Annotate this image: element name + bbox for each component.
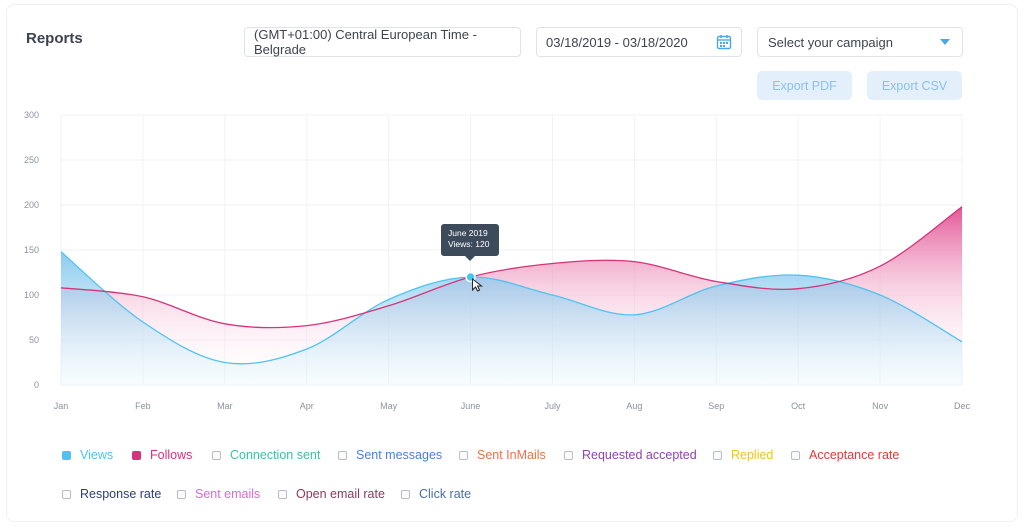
legend-item-response-rate[interactable]: Response rate: [62, 487, 161, 501]
chart-tooltip: June 2019 Views: 120: [441, 224, 499, 261]
x-tick-label: June: [461, 401, 481, 411]
x-tick-label: Feb: [135, 401, 151, 411]
x-tick-label: Nov: [872, 401, 889, 411]
x-tick-label: Sep: [708, 401, 724, 411]
legend-label: Connection sent: [230, 448, 321, 462]
legend-checkbox[interactable]: [338, 450, 347, 460]
hover-marker: [465, 271, 484, 292]
legend-label: Sent emails: [195, 487, 261, 501]
calendar-icon[interactable]: [716, 34, 732, 50]
y-tick-label: 200: [24, 200, 39, 210]
legend-checkbox[interactable]: [212, 450, 221, 460]
y-tick-label: 50: [29, 335, 39, 345]
legend-item-views[interactable]: Views: [62, 448, 113, 462]
cursor-icon: [472, 277, 484, 292]
chevron-down-icon: [940, 39, 950, 45]
legend-label: Click rate: [419, 487, 472, 501]
line-follows: [60, 206, 963, 329]
legend-label: Follows: [150, 448, 193, 462]
x-tick-label: May: [380, 401, 398, 411]
y-tick-label: 150: [24, 245, 39, 255]
date-range-value: 03/18/2019 - 03/18/2020: [546, 34, 688, 50]
x-tick-label: Mar: [217, 401, 233, 411]
legend-checkbox[interactable]: [401, 489, 410, 499]
legend-label: Response rate: [80, 487, 162, 501]
timezone-select[interactable]: (GMT+01:00) Central European Time - Belg…: [244, 27, 521, 57]
legend-label: Sent messages: [356, 448, 443, 462]
x-tick-label: Oct: [791, 401, 806, 411]
x-tick-label: Dec: [954, 401, 971, 411]
y-tick-label: 100: [24, 290, 39, 300]
legend-label: Replied: [731, 448, 774, 462]
campaign-placeholder: Select your campaign: [768, 34, 894, 50]
legend-label: Sent InMails: [477, 448, 546, 462]
legend-item-connection-sent[interactable]: Connection sent: [212, 448, 320, 462]
x-axis-labels: Jan Feb Mar Apr May June July Aug Sep Oct Nov Dec: [54, 401, 971, 411]
legend-item-click-rate[interactable]: Click rate: [401, 487, 471, 501]
legend-label: Views: [80, 448, 114, 462]
legend-checkbox[interactable]: [791, 450, 800, 460]
legend-checkbox[interactable]: [459, 450, 468, 460]
legend-item-acceptance-rate[interactable]: Acceptance rate: [791, 448, 899, 462]
legend-checkbox[interactable]: [177, 489, 186, 499]
legend-item-sent-emails[interactable]: Sent emails: [177, 487, 260, 501]
y-axis-labels: 0 50 100 150 200 250 300: [24, 110, 39, 390]
line-views: [60, 251, 963, 365]
x-tick-label: Apr: [300, 401, 314, 411]
y-tick-label: 0: [34, 380, 39, 390]
page-title: Reports: [26, 30, 83, 47]
export-pdf-button[interactable]: Export PDF: [757, 71, 852, 100]
tooltip-title: June 2019: [448, 228, 488, 238]
chart-areas: [61, 206, 962, 385]
legend-checkbox[interactable]: [62, 450, 71, 460]
x-tick-label: Aug: [626, 401, 642, 411]
legend-label: Acceptance rate: [809, 448, 900, 462]
x-tick-label: Jan: [54, 401, 69, 411]
legend-item-open-email-rate[interactable]: Open email rate: [278, 487, 385, 501]
date-range-picker[interactable]: 03/18/2019 - 03/18/2020: [536, 27, 742, 57]
export-csv-button[interactable]: Export CSV: [867, 71, 962, 100]
legend-checkbox[interactable]: [713, 450, 722, 460]
legend-item-requested-accepted[interactable]: Requested accepted: [564, 448, 697, 462]
timezone-value: (GMT+01:00) Central European Time - Belg…: [254, 27, 477, 57]
legend-item-replied[interactable]: Replied: [713, 448, 773, 462]
legend-label: Open email rate: [296, 487, 385, 501]
legend-item-sent-inmails[interactable]: Sent InMails: [459, 448, 546, 462]
campaign-select[interactable]: Select your campaign: [757, 27, 963, 57]
legend-checkbox[interactable]: [564, 450, 573, 460]
legend-item-follows[interactable]: Follows: [132, 448, 192, 462]
x-tick-label: July: [544, 401, 561, 411]
legend-checkbox[interactable]: [278, 489, 287, 499]
legend-label: Requested accepted: [582, 448, 697, 462]
legend-checkbox[interactable]: [62, 489, 71, 499]
y-tick-label: 250: [24, 155, 39, 165]
y-tick-label: 300: [24, 110, 39, 120]
legend-checkbox[interactable]: [132, 450, 141, 460]
chart-lines: [60, 206, 963, 365]
legend-item-sent-messages[interactable]: Sent messages: [338, 448, 442, 462]
tooltip-value: Views: 120: [448, 239, 490, 249]
